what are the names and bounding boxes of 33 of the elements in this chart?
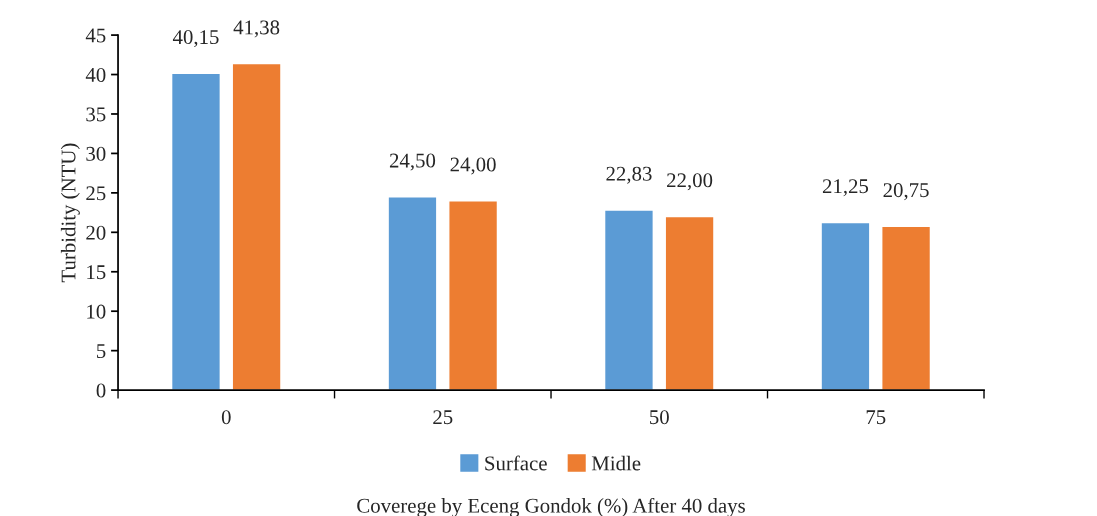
y-tick-label: 25 — [86, 186, 106, 201]
bar — [664, 215, 715, 391]
bar — [603, 209, 655, 391]
y-tick-label: 35 — [86, 107, 106, 122]
data-label: 24,00 — [450, 157, 496, 175]
y-tick-label: 0 — [96, 383, 106, 398]
data-label: 41,38 — [233, 20, 280, 38]
y-axis-title: Turbidity (NTU) — [60, 143, 80, 283]
bar — [820, 221, 871, 391]
y-tick-label: 40 — [85, 67, 106, 82]
data-label: 24,50 — [389, 153, 436, 171]
legend-label: Surface — [485, 455, 547, 471]
x-tick-label: 0 — [221, 410, 231, 425]
bar — [170, 72, 222, 391]
x-tick-label: 75 — [866, 410, 886, 425]
bar — [231, 62, 282, 391]
legend-label: Midle — [591, 455, 641, 471]
bar — [448, 200, 499, 391]
y-tick-label: 30 — [86, 146, 106, 161]
y-tick-label: 5 — [97, 344, 106, 359]
data-label: 40,15 — [172, 30, 219, 48]
data-label: 22,83 — [606, 166, 652, 184]
y-tick-label: 45 — [85, 28, 106, 43]
bar — [881, 225, 932, 391]
x-tick-label: 25 — [433, 410, 453, 425]
data-label: 20,75 — [883, 183, 929, 201]
y-tick-label: 10 — [87, 304, 106, 319]
y-tick-label: 20 — [86, 225, 106, 240]
x-tick-label: 50 — [650, 410, 669, 425]
bar — [387, 196, 438, 391]
data-label: 21,25 — [822, 179, 869, 197]
y-tick-label: 15 — [87, 265, 106, 280]
data-label: 22,00 — [667, 173, 713, 191]
